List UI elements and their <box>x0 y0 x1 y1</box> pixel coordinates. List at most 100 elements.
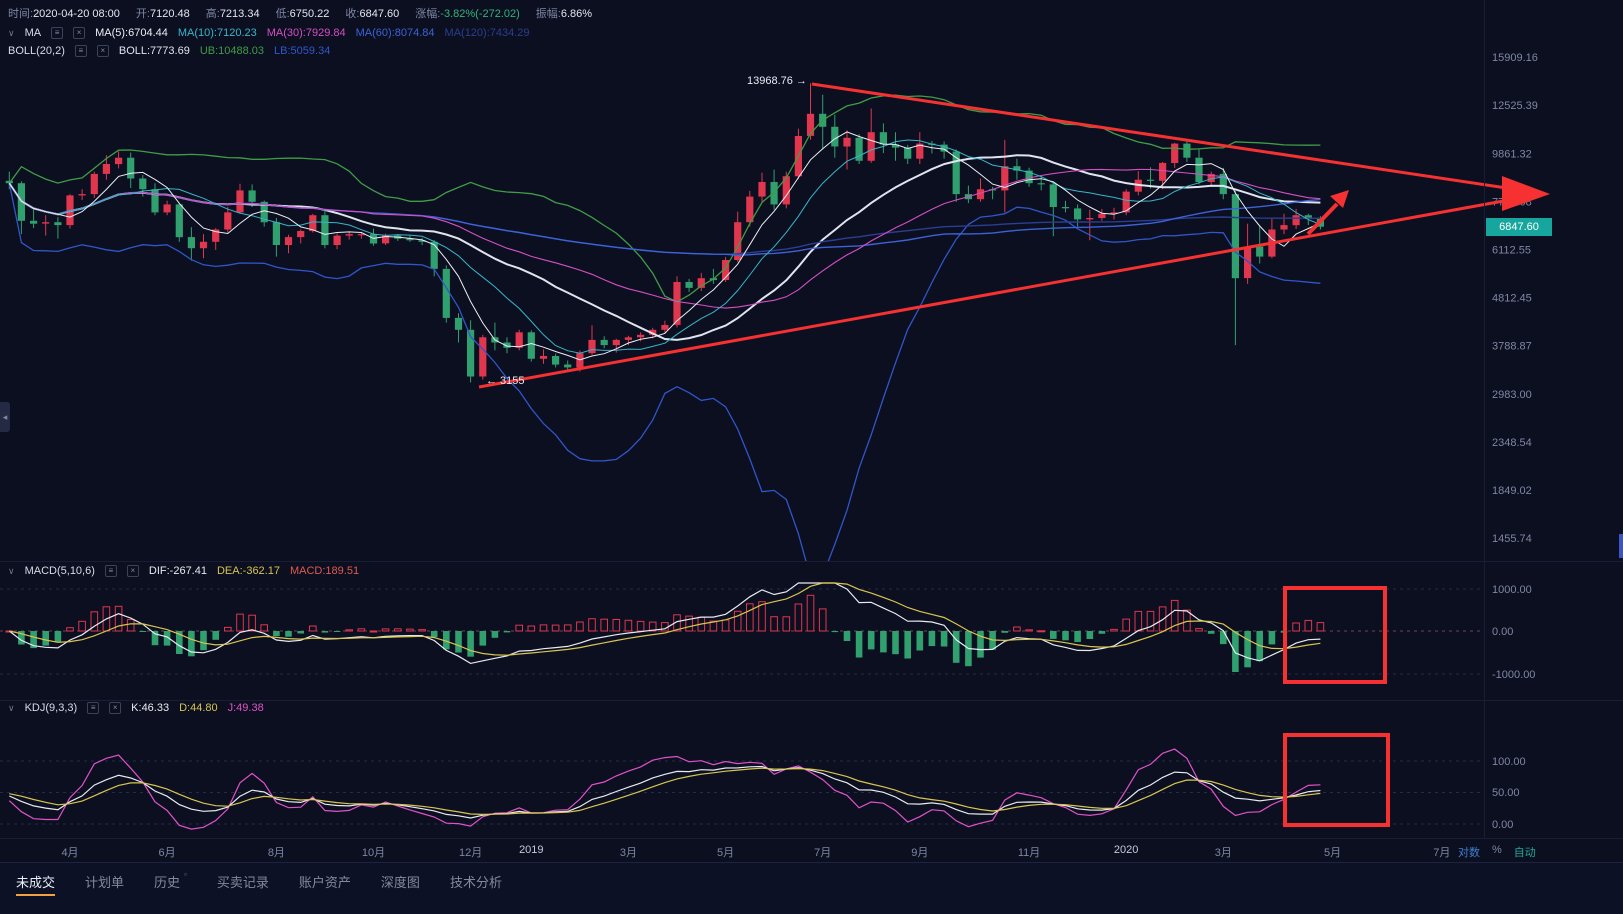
indicator-close-icon[interactable]: × <box>109 702 122 714</box>
indicator-close-icon[interactable]: × <box>96 45 109 57</box>
low-annotation: ← 3155 <box>486 375 525 387</box>
price-axis-divider <box>1484 0 1485 838</box>
x-axis-label: 3月 <box>1214 847 1232 859</box>
time-field: 时间:2020-04-20 08:00 <box>8 8 120 20</box>
boll-legend-title: BOLL(20,2) <box>8 45 65 57</box>
svg-text:3788.87: 3788.87 <box>1492 341 1532 353</box>
tab-history-label: 历史 <box>154 875 181 890</box>
time-axis[interactable]: 4月 6月 8月 10月 12月 2019 3月 5月 7月 9月 11月 2020 3月 5月 7月 <box>0 838 1623 862</box>
macd-highlight-box <box>1283 586 1387 684</box>
close-field: 收:6847.60 <box>345 8 400 20</box>
low-field: 低:6750.22 <box>275 8 330 20</box>
dif-value: DIF:-267.41 <box>148 565 207 577</box>
ohlc-info-bar: 时间:2020-04-20 08:00 开:7120.48 高:7213.34 … <box>8 5 592 21</box>
collapse-icon[interactable]: ∨ <box>8 702 15 713</box>
tab-planned-orders[interactable]: 计划单 <box>85 875 125 890</box>
high-field: 高:7213.34 <box>205 8 260 20</box>
x-axis-label: 12月 <box>458 847 483 859</box>
svg-text:0.00: 0.00 <box>1492 819 1513 831</box>
svg-text:2983.00: 2983.00 <box>1492 389 1532 401</box>
panel-divider <box>0 838 1623 839</box>
x-axis-label: 2019 <box>519 844 544 856</box>
candlestick-chart[interactable]: 15909.1612525.399861.327766.086112.55481… <box>0 0 1623 562</box>
svg-text:15909.16: 15909.16 <box>1492 52 1538 64</box>
collapse-icon[interactable]: ∨ <box>8 27 15 38</box>
tab-trade-records[interactable]: 买卖记录 <box>216 875 269 890</box>
percent-scale-toggle[interactable]: % <box>1492 844 1502 856</box>
boll-ub-value: UB:10488.03 <box>199 45 265 57</box>
tab-open-orders[interactable]: 未成交 <box>16 872 56 896</box>
ma10-value: MA(10):7120.23 <box>177 27 257 39</box>
x-axis-label: 4月 <box>61 847 79 859</box>
macd-value: MACD:189.51 <box>289 565 360 577</box>
current-price-tag: 6847.60 <box>1486 217 1552 236</box>
history-tab-icon: ▫ <box>184 870 187 879</box>
x-axis-label: 11月 <box>1017 847 1041 859</box>
collapse-panel-handle[interactable]: ◂ <box>0 402 10 432</box>
collapse-icon[interactable]: ∨ <box>8 565 15 576</box>
log-scale-toggle[interactable]: 对数 <box>1458 847 1480 859</box>
ma5-value: MA(5):6704.44 <box>95 27 168 39</box>
ma30-value: MA(30):7929.84 <box>266 27 346 39</box>
x-axis-label: 10月 <box>361 847 386 859</box>
x-axis-label: 9月 <box>911 847 929 859</box>
x-axis-label: 8月 <box>267 847 285 859</box>
change-field: 涨幅:-3.82%(-272.02) <box>415 8 520 20</box>
ma-legend: ∨ MA ≡ × MA(5):6704.44 MA(10):7120.23 MA… <box>8 27 530 39</box>
svg-text:1455.74: 1455.74 <box>1492 533 1532 545</box>
j-value: J:49.38 <box>227 702 264 714</box>
svg-text:2348.54: 2348.54 <box>1492 437 1532 449</box>
ma-legend-title: MA <box>24 27 42 39</box>
macd-title: MACD(5,10,6) <box>24 565 95 577</box>
auto-scale-toggle[interactable]: 自动 <box>1513 847 1536 859</box>
amplitude-field: 振幅:6.86% <box>535 8 593 20</box>
indicator-settings-icon[interactable]: ≡ <box>104 565 117 577</box>
dea-value: DEA:-362.17 <box>216 565 280 577</box>
svg-text:6112.55: 6112.55 <box>1492 245 1531 257</box>
x-axis-label: 5月 <box>1323 847 1342 859</box>
bottom-tab-bar: 未成交 计划单 历史 ▫ 买卖记录 账户资产 深度图 技术分析 <box>0 862 1623 914</box>
svg-text:-1000.00: -1000.00 <box>1492 669 1535 681</box>
open-field: 开:7120.48 <box>135 8 190 20</box>
boll-mid-value: BOLL:7773.69 <box>118 45 190 57</box>
panel-divider <box>0 700 1623 701</box>
svg-text:100.00: 100.00 <box>1492 756 1526 768</box>
svg-text:50.00: 50.00 <box>1492 787 1520 799</box>
indicator-settings-icon[interactable]: ≡ <box>74 45 87 57</box>
svg-text:9861.32: 9861.32 <box>1492 148 1532 160</box>
ma120-value: MA(120):7434.29 <box>444 27 530 39</box>
boll-lb-value: LB:5059.34 <box>274 45 331 57</box>
svg-text:12525.39: 12525.39 <box>1492 100 1538 112</box>
kdj-panel[interactable]: 100.00 50.00 0.00 <box>0 716 1623 838</box>
tab-history[interactable]: 历史 ▫ <box>154 870 187 896</box>
indicator-close-icon[interactable]: × <box>126 565 139 577</box>
tab-depth-chart[interactable]: 深度图 <box>380 875 420 890</box>
axis-controls: 对数 % 自动 <box>1458 844 1536 860</box>
panel-divider <box>0 561 1623 562</box>
x-axis-label: 3月 <box>619 847 637 859</box>
d-value: D:44.80 <box>179 702 218 714</box>
kdj-title: KDJ(9,3,3) <box>24 702 78 714</box>
x-axis-label: 7月 <box>1433 847 1451 859</box>
ma60-value: MA(60):8074.84 <box>355 27 435 39</box>
tab-account-assets[interactable]: 账户资产 <box>298 875 351 890</box>
x-axis-label: 5月 <box>716 847 735 859</box>
indicator-settings-icon[interactable]: ≡ <box>51 27 64 39</box>
svg-text:1849.02: 1849.02 <box>1492 485 1532 497</box>
kdj-highlight-box <box>1283 733 1390 827</box>
tab-technical-analysis[interactable]: 技术分析 <box>449 875 502 890</box>
x-axis-label: 6月 <box>158 847 176 859</box>
macd-header: ∨ MACD(5,10,6) ≡ × DIF:-267.41 DEA:-362.… <box>8 565 359 577</box>
svg-text:1000.00: 1000.00 <box>1492 584 1532 596</box>
x-axis-label: 7月 <box>814 847 832 859</box>
macd-panel[interactable]: 1000.00 0.00 -1000.00 <box>0 578 1623 700</box>
k-value: K:46.33 <box>131 702 170 714</box>
kdj-header: ∨ KDJ(9,3,3) ≡ × K:46.33 D:44.80 J:49.38 <box>8 702 264 714</box>
x-axis-label: 2020 <box>1113 844 1139 856</box>
high-annotation: 13968.76 → <box>747 75 807 87</box>
indicator-settings-icon[interactable]: ≡ <box>87 702 100 714</box>
svg-text:0.00: 0.00 <box>1492 626 1513 638</box>
scrollbar-fragment[interactable] <box>1619 534 1623 558</box>
indicator-close-icon[interactable]: × <box>73 27 86 39</box>
